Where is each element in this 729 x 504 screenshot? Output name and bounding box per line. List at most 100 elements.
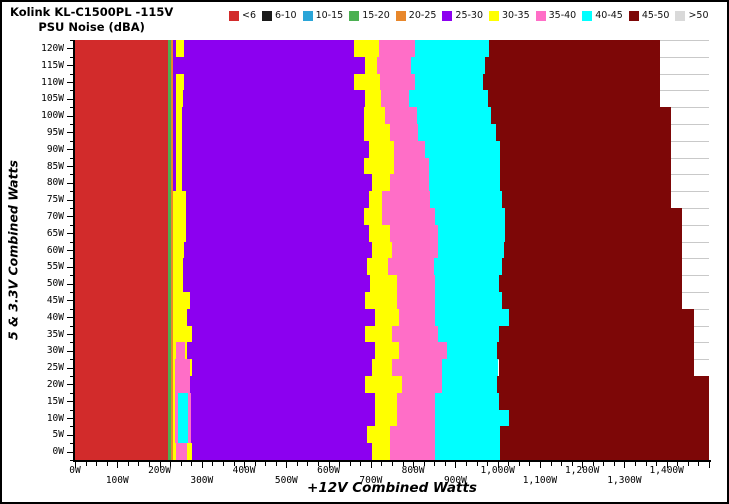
- heatmap-segment: [189, 359, 193, 376]
- heatmap-segment: [173, 443, 176, 460]
- x-tick-label: 100W: [105, 475, 129, 486]
- x-tick: [592, 462, 594, 466]
- x-tick: [212, 462, 214, 466]
- heatmap-segment: [75, 426, 168, 444]
- heatmap-segment: [75, 107, 168, 124]
- heatmap-segment: [75, 208, 168, 225]
- heatmap-segment: [173, 376, 176, 393]
- y-tick: [67, 250, 73, 251]
- heatmap-segment: [174, 392, 179, 410]
- y-tick: [67, 182, 73, 184]
- heatmap-segment: [176, 124, 182, 141]
- heatmap-segment: [167, 308, 171, 326]
- heatmap-segment: [381, 191, 431, 208]
- heatmap-segment: [170, 107, 174, 124]
- y-minor-tick: [70, 90, 73, 92]
- legend-label: 25-30: [455, 10, 484, 21]
- x-tick: [75, 462, 76, 468]
- x-tick: [381, 462, 383, 466]
- heatmap-segment: [363, 208, 382, 225]
- y-minor-tick: [70, 392, 73, 394]
- legend-swatch-icon: [229, 10, 239, 21]
- heatmap-segment: [364, 56, 378, 74]
- y-minor-tick: [70, 174, 73, 176]
- heatmap-segment: [167, 208, 171, 225]
- x-tick: [698, 462, 700, 466]
- heatmap-segment: [167, 258, 171, 276]
- x-tick: [402, 462, 404, 466]
- legend-swatch-icon: [262, 10, 273, 21]
- heatmap-segment: [371, 241, 392, 259]
- heatmap-segment: [173, 426, 175, 444]
- heatmap-segment: [435, 426, 501, 444]
- heatmap-segment: [392, 241, 438, 259]
- heatmap-segment: [170, 258, 174, 276]
- heatmap-segment: [176, 40, 185, 57]
- y-tick-label: 30W: [46, 345, 64, 357]
- y-tick: [67, 216, 73, 218]
- heatmap-segment: [75, 56, 168, 74]
- heatmap-segment: [173, 157, 177, 175]
- heatmap-segment: [170, 308, 174, 326]
- heatmap-segment: [434, 258, 502, 276]
- heatmap-segment: [415, 40, 490, 57]
- heatmap-segment: [167, 342, 171, 360]
- x-tick: [709, 462, 710, 468]
- heatmap-segment: [375, 409, 398, 427]
- heatmap-segment: [176, 107, 182, 124]
- heatmap-segment: [496, 376, 709, 393]
- y-tick: [67, 334, 73, 335]
- y-tick-label: 25W: [46, 362, 64, 374]
- heatmap-segment: [167, 191, 171, 208]
- heatmap-segment: [484, 56, 661, 74]
- x-tick: [624, 462, 626, 468]
- x-tick: [138, 462, 140, 466]
- heatmap-segment: [353, 40, 380, 57]
- heatmap-segment: [508, 409, 709, 427]
- y-tick-label: 80W: [46, 177, 64, 189]
- y-tick: [67, 98, 73, 100]
- y-tick: [67, 384, 73, 386]
- x-tick: [487, 462, 489, 466]
- legend-item: 10-15: [302, 10, 343, 21]
- legend-item: 40-45: [582, 10, 623, 21]
- heatmap-segment: [363, 157, 394, 175]
- x-tick: [307, 462, 309, 466]
- heatmap-segment: [366, 426, 391, 444]
- heatmap-segment: [170, 73, 174, 91]
- heatmap-segment: [415, 73, 483, 91]
- x-tick: [328, 462, 330, 468]
- heatmap-segment: [363, 124, 390, 141]
- heatmap-segment: [192, 443, 372, 460]
- heatmap-segment: [167, 124, 171, 141]
- y-tick-label: 75W: [46, 194, 64, 206]
- heatmap-segment: [498, 275, 682, 292]
- legend-swatch-icon: [489, 10, 500, 21]
- heatmap-segment: [390, 224, 438, 242]
- heatmap-segment: [498, 392, 709, 410]
- heatmap-segment: [381, 208, 436, 225]
- y-axis-title: 5 & 3.3V Combined Watts: [5, 160, 21, 340]
- y-minor-tick: [70, 124, 73, 125]
- heatmap-segment: [178, 392, 189, 410]
- heatmap-segment: [184, 342, 188, 360]
- heatmap-segment: [178, 409, 189, 427]
- x-tick: [508, 462, 510, 466]
- legend-label: 45-50: [641, 10, 670, 21]
- heatmap-segment: [364, 292, 398, 309]
- heatmap-segment: [385, 107, 417, 124]
- heatmap-segment: [167, 157, 171, 175]
- y-minor-tick: [70, 56, 73, 58]
- x-tick: [265, 462, 267, 466]
- y-tick: [67, 65, 73, 67]
- x-tick-label: 500W: [274, 475, 298, 486]
- heatmap-segment: [428, 157, 500, 175]
- y-tick-label: 110W: [41, 76, 64, 88]
- heatmap-segment: [393, 157, 429, 175]
- x-tick: [518, 462, 520, 466]
- y-tick-label: 40W: [46, 311, 64, 323]
- legend-label: <6: [242, 10, 257, 21]
- legend-item: 25-30: [442, 10, 483, 21]
- legend-item: 6-10: [262, 10, 297, 21]
- y-tick: [67, 82, 73, 83]
